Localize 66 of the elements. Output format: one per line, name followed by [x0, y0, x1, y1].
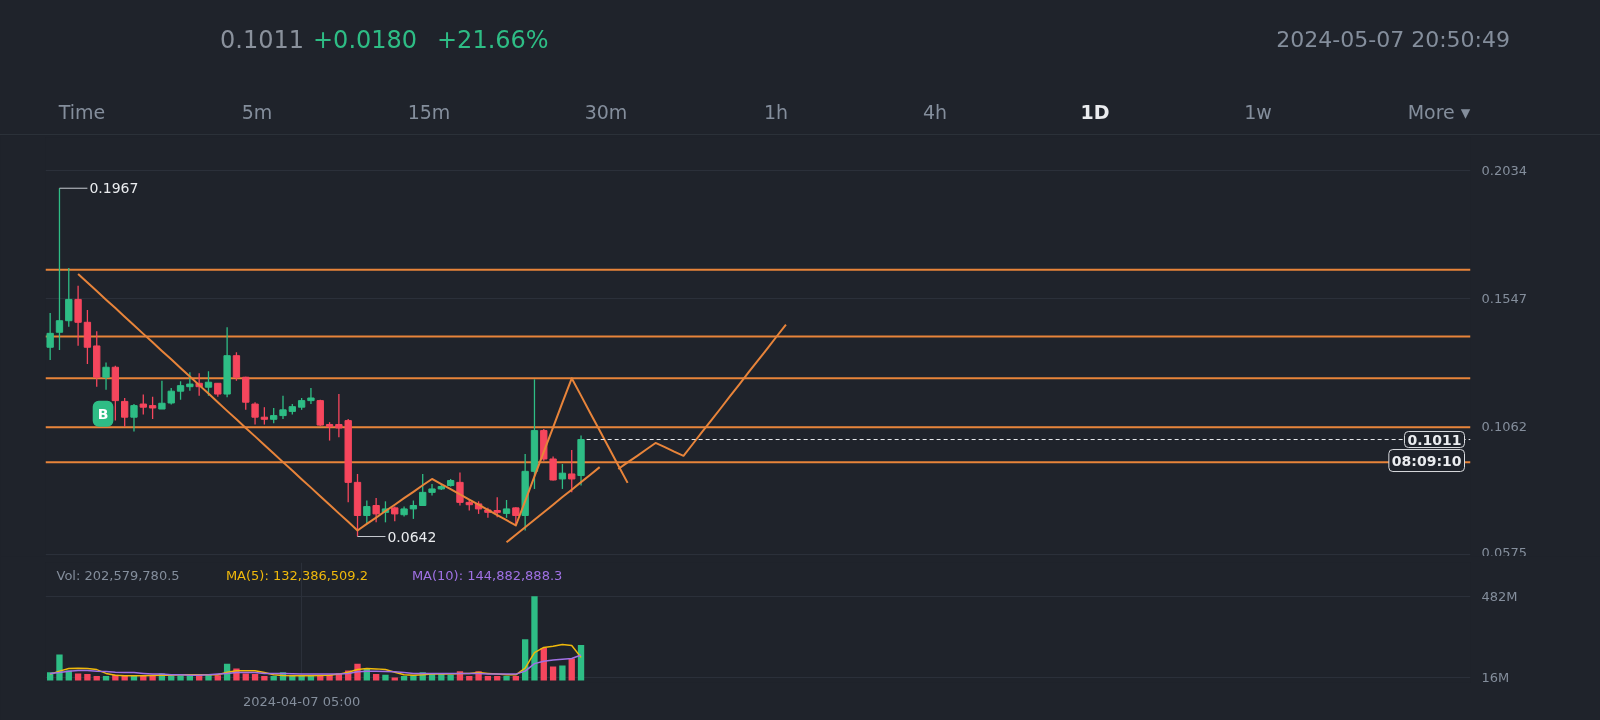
text: 15m: [407, 100, 451, 126]
text: 5m: [241, 100, 273, 126]
bar: [568, 658, 575, 681]
candlestick: [409, 499, 418, 520]
bar: [382, 674, 389, 681]
candlestick: [558, 463, 567, 490]
bar: [84, 674, 91, 681]
text: 1h: [763, 100, 789, 126]
bar: [242, 673, 249, 681]
candlestick: [325, 421, 334, 442]
candlestick: [139, 393, 147, 416]
candlestick: [549, 455, 557, 482]
ref-line-label: 0.1011: [1407, 431, 1462, 448]
candlestick: [46, 312, 54, 361]
text: +0.0180: [313, 24, 418, 56]
annotation: Vol: 202,579,780.5: [56, 568, 180, 583]
text: Time: [58, 100, 106, 126]
bar: [372, 674, 380, 681]
candlestick: [130, 403, 138, 433]
text: 2024-05-07 20:50:49: [1276, 26, 1510, 55]
bar: [549, 666, 557, 681]
candlestick: [204, 370, 213, 397]
bar: [74, 673, 82, 681]
text: 30m: [584, 100, 628, 126]
candlestick: [307, 387, 315, 405]
candlestick: [65, 267, 73, 328]
text: 1D: [1080, 100, 1110, 126]
candlestick: [55, 187, 64, 351]
annotation: B: [97, 405, 109, 422]
text: More ▾: [1407, 100, 1471, 126]
y-tick-label: 16M: [1481, 670, 1510, 686]
text: 0.1011: [220, 24, 304, 56]
bar: [251, 674, 259, 681]
bar: [503, 676, 510, 681]
candlestick: [74, 285, 82, 347]
line-series: [49, 654, 582, 676]
y-tick-label: 0.2034: [1481, 163, 1527, 179]
y-tick-label: 0.1547: [1481, 291, 1527, 307]
candlestick: [158, 380, 166, 410]
candlestick: [121, 397, 129, 428]
candlestick: [148, 396, 157, 420]
text: 1w: [1244, 100, 1272, 126]
line-series: [505, 466, 601, 544]
candlestick: [176, 380, 185, 401]
bar: [531, 596, 538, 681]
y-tick-label: 482M: [1481, 588, 1518, 604]
text: 4h: [922, 100, 948, 126]
text: MA(5): 132,386,509.2: [225, 568, 369, 583]
annotation: 0.1967: [89, 180, 139, 197]
bar: [447, 674, 454, 681]
candlestick: [232, 351, 241, 382]
bar: [559, 665, 566, 681]
candlestick: [186, 371, 194, 392]
candlestick: [568, 449, 576, 494]
candlestick: [251, 401, 259, 426]
annotation: 08:09:10: [1391, 452, 1462, 469]
candlestick: [102, 361, 110, 391]
bar: [261, 676, 268, 681]
candlestick: [372, 497, 380, 523]
y-tick-label: 0.0575: [1481, 544, 1527, 560]
annotation: 0.0642: [387, 528, 437, 545]
text: +21.66%: [437, 24, 549, 56]
text: MA(10): 144,882,888.3: [411, 568, 563, 583]
y-tick-label: 0.1062: [1481, 418, 1527, 434]
candlestick: [363, 499, 371, 525]
x-tick-label: 2024-04-07 05:00: [243, 693, 361, 709]
